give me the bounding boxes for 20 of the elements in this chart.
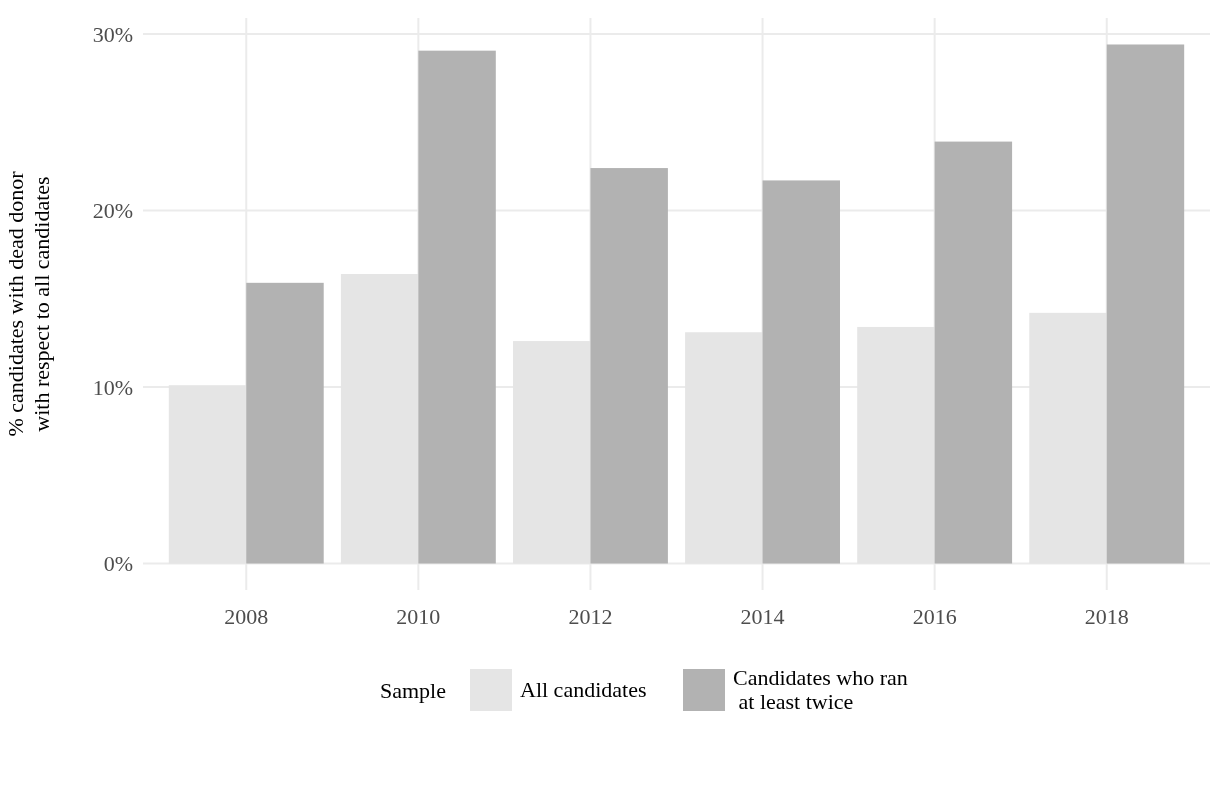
bar [590,168,668,564]
x-tick-label: 2016 [912,604,957,629]
x-tick-label: 2012 [568,604,613,629]
legend-label: All candidates [520,677,647,702]
x-tick-label: 2008 [224,604,269,629]
bar [1106,44,1185,564]
legend-title: Sample [380,677,446,703]
legend-label: Candidates who ran at least twice [733,665,908,714]
bar [418,50,496,564]
x-tick-label: 2010 [396,604,441,629]
y-tick-label: 10% [92,374,133,400]
bar [246,282,324,564]
x-tick-label: 2018 [1084,604,1129,629]
y-tick-label: 20% [92,198,133,224]
bar [934,141,1013,564]
bar [762,180,840,564]
y-tick-label: 30% [92,21,133,47]
y-axis-title: % candidates with dead donor with respect to all candidates [3,170,54,437]
x-tick-label: 2014 [740,604,785,629]
y-tick-label: 0% [103,551,133,577]
